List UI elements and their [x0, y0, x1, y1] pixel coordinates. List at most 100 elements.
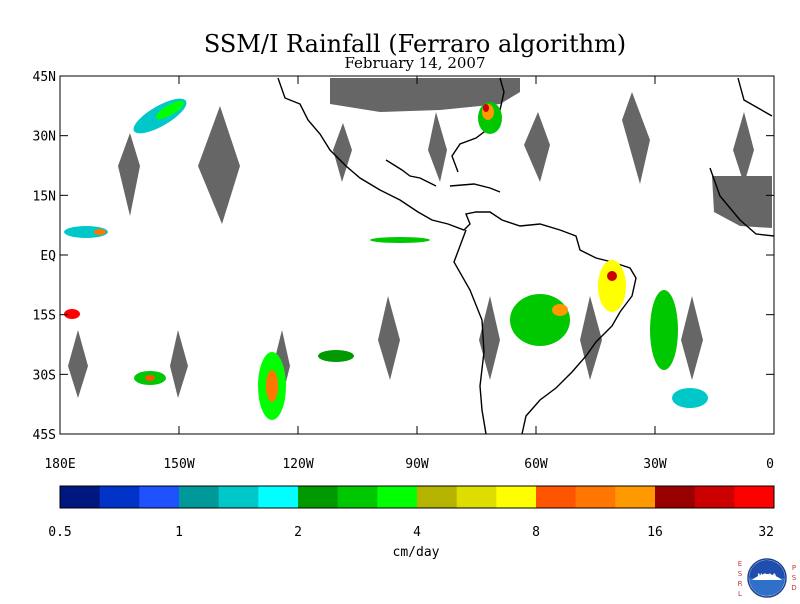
no-data-swath	[118, 133, 140, 216]
rain-patch	[64, 226, 108, 238]
map-frame-background	[60, 76, 774, 434]
rain-patch	[552, 304, 568, 316]
colorbar-border	[59, 485, 775, 509]
rain-patch	[94, 229, 106, 235]
map-subtitle: February 14, 2007	[344, 54, 486, 72]
rain-patch	[598, 260, 626, 312]
rainfall-patches	[64, 98, 708, 420]
no-data-swath	[622, 92, 650, 184]
coastline-africa-europe	[709, 77, 775, 237]
colorbar-tick-label: 16	[647, 525, 663, 540]
colorbar-swatch	[694, 486, 735, 508]
noaa-emblem-sky	[749, 560, 785, 578]
colorbar-swatch	[496, 486, 537, 508]
lat-label: 30S	[33, 368, 56, 383]
lon-label: 90W	[405, 457, 429, 472]
colorbar-swatch	[337, 486, 378, 508]
lon-label: 120W	[282, 457, 313, 472]
lat-label: 15S	[33, 309, 56, 324]
logo-right-letter: D	[791, 584, 796, 592]
colorbar-swatch	[179, 486, 220, 508]
logo-left-letter: R	[738, 580, 743, 588]
lon-label: 30W	[643, 457, 667, 472]
colorbar-swatch	[218, 486, 259, 508]
lon-label: 0	[766, 457, 774, 472]
logo-left-letter: E	[738, 560, 742, 568]
lat-label: 30N	[33, 130, 56, 145]
colorbar-swatch	[575, 486, 616, 508]
no-data-swath	[479, 296, 500, 380]
colorbar-tick-label: 0.5	[48, 525, 71, 540]
colorbar-swatch	[377, 486, 418, 508]
rain-patch	[318, 350, 354, 362]
logo-graphic: E S R L P S D NOAA	[738, 558, 797, 598]
noaa-emblem-text: NOAA	[757, 573, 777, 580]
colorbar-swatch	[139, 486, 180, 508]
no-data-north-america	[330, 78, 520, 112]
lon-label: 150W	[163, 457, 194, 472]
colorbar-swatch	[99, 486, 140, 508]
logo-right-letter: S	[792, 574, 797, 582]
no-data-swath	[524, 112, 550, 182]
colorbar-tick-label: 4	[413, 525, 421, 540]
noaa-emblem-bird	[752, 574, 782, 580]
rain-patch	[510, 294, 570, 346]
no-data-swath	[170, 330, 188, 398]
rain-patch	[64, 309, 80, 319]
coastline-south-america-west	[453, 229, 487, 435]
rain-patch	[145, 375, 155, 381]
rain-patch	[607, 271, 617, 281]
colorbar-swatch	[615, 486, 656, 508]
colorbar-swatch	[258, 486, 299, 508]
latitude-axis: 45N 30N 15N EQ 15S 30S 45S	[33, 70, 774, 443]
colorbar-swatch	[734, 486, 775, 508]
no-data-swath	[68, 330, 88, 398]
rain-patch	[650, 290, 678, 370]
colorbar-tick-label: 2	[294, 525, 302, 540]
colorbar	[59, 485, 775, 509]
lon-label: 60W	[524, 457, 548, 472]
lat-label: 15N	[33, 189, 56, 204]
colorbar-unit-label: cm/day	[393, 545, 440, 560]
coastline-caribbean	[449, 183, 501, 193]
noaa-esrl-psd-logo: E S R L P S D NOAA	[732, 556, 800, 600]
no-data-swath	[198, 106, 240, 224]
rain-patch	[266, 370, 278, 402]
colorbar-swatch	[536, 486, 577, 508]
colorbar-swatch	[417, 486, 458, 508]
noaa-emblem-sea	[749, 578, 785, 596]
colorbar-tick-label: 32	[758, 525, 774, 540]
rain-patch	[672, 388, 708, 408]
colorbar-swatch	[456, 486, 497, 508]
lat-label: EQ	[40, 249, 56, 264]
rain-patch	[370, 237, 430, 243]
no-data-swath	[428, 112, 447, 182]
longitude-axis: 180E 150W 120W 90W 60W 30W 0	[44, 76, 775, 472]
colorbar-swatch	[298, 486, 339, 508]
map-title: SSM/I Rainfall (Ferraro algorithm)	[203, 30, 627, 58]
coastlines	[277, 77, 775, 435]
logo-right-letter: P	[792, 564, 796, 572]
logo-left-letter: L	[738, 590, 742, 598]
lat-label: 45N	[33, 70, 56, 85]
rain-patch	[155, 100, 185, 120]
colorbar-swatch	[60, 486, 101, 508]
colorbar-labels: 0.5 1 2 4 8 16 32	[48, 525, 774, 540]
lon-label: 180E	[44, 457, 75, 472]
no-data-africa	[712, 176, 772, 228]
no-data-swath	[580, 296, 602, 380]
logo-left-letter: S	[738, 570, 743, 578]
colorbar-tick-label: 1	[175, 525, 183, 540]
no-data-swath	[681, 296, 703, 380]
coastline-north-america-east	[451, 77, 505, 173]
no-data-swath	[378, 296, 400, 380]
colorbar-swatch	[655, 486, 696, 508]
no-data-swath	[733, 112, 754, 184]
coastline-gulf	[385, 159, 437, 187]
lat-label: 45S	[33, 428, 56, 443]
colorbar-tick-label: 8	[532, 525, 540, 540]
no-data-swath	[333, 123, 352, 182]
rain-patch	[483, 104, 489, 112]
coastline-americas-east	[277, 77, 637, 435]
